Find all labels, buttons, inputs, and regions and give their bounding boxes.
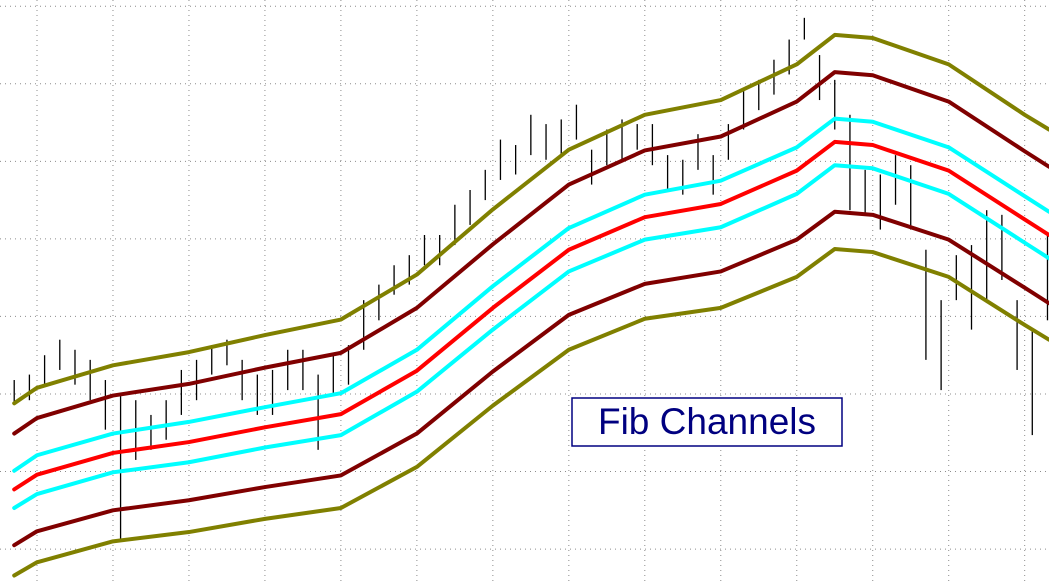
annotation: Fib Channels	[598, 401, 816, 442]
channel-line	[12, 163, 1049, 510]
annotation-box	[571, 397, 843, 447]
channel-line	[12, 70, 1049, 436]
channel-line	[12, 209, 1049, 548]
channel-line	[12, 139, 1049, 492]
channel-lines	[12, 32, 1049, 578]
channel-line	[12, 246, 1049, 578]
channel-line	[12, 116, 1049, 473]
channel-line	[12, 32, 1049, 406]
